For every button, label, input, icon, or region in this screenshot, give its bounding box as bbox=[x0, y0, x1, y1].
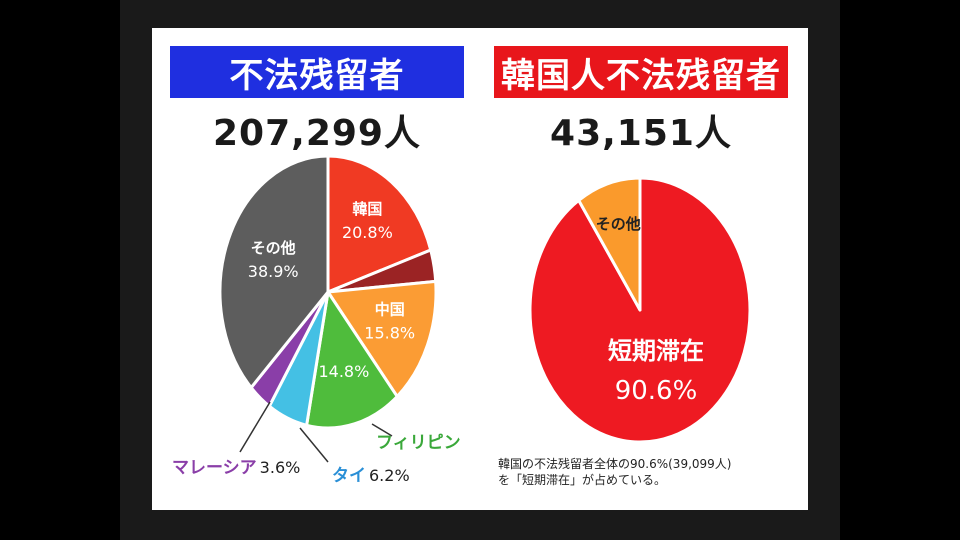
right-slice-1-label: その他 bbox=[596, 215, 641, 233]
label-thailand-value: 6.2% bbox=[369, 466, 410, 485]
leader-philippines bbox=[371, 423, 393, 437]
left-slice-6 bbox=[218, 154, 330, 390]
left-chart-total: 207,299人 bbox=[213, 113, 421, 154]
left-slice-3 bbox=[305, 290, 399, 430]
footnote-line-1: 韓国の不法残留者全体の90.6%(39,099人) bbox=[498, 457, 732, 471]
leader-thailand bbox=[299, 427, 329, 463]
right-chart-total: 43,151人 bbox=[550, 113, 732, 154]
left-pie: 韓国 20.8% 中国 15.8% 14.8% その他 38.9% bbox=[218, 154, 438, 430]
left-slice-2 bbox=[326, 279, 438, 398]
right-chart-title: 韓国人不法残留者 bbox=[494, 46, 788, 98]
leader-malaysia bbox=[239, 401, 271, 453]
label-philippines: フィリピン bbox=[376, 428, 461, 453]
footnote: 韓国の不法残留者全体の90.6%(39,099人) を「短期滞在」が占めている。 bbox=[498, 456, 798, 488]
right-slice-1 bbox=[577, 176, 642, 312]
label-thailand: タイ 6.2% bbox=[332, 461, 410, 486]
left-slice-6-label: その他 bbox=[251, 239, 296, 257]
label-malaysia: マレーシア 3.6% bbox=[172, 453, 300, 478]
left-slice-0 bbox=[326, 154, 433, 294]
label-philippines-name: フィリピン bbox=[376, 433, 461, 453]
right-slice-0-value: 90.6% bbox=[615, 376, 698, 406]
left-slice-2-label: 中国 bbox=[375, 301, 405, 319]
left-chart-title: 不法残留者 bbox=[170, 46, 464, 98]
label-malaysia-value: 3.6% bbox=[259, 458, 301, 477]
left-slice-2-value: 15.8% bbox=[364, 324, 415, 343]
left-slice-6-value: 38.9% bbox=[248, 262, 299, 281]
left-slice-0-value: 20.8% bbox=[342, 223, 393, 242]
right-slice-0-label: 短期滞在 bbox=[608, 337, 704, 365]
label-thailand-name: タイ bbox=[332, 466, 366, 486]
left-slice-0-label: 韓国 bbox=[352, 200, 382, 218]
footnote-line-2: を「短期滞在」が占めている。 bbox=[498, 473, 667, 487]
left-slice-3-value: 14.8% bbox=[318, 362, 369, 381]
right-pie: 短期滞在 90.6% その他 bbox=[528, 176, 752, 444]
label-malaysia-name: マレーシア bbox=[172, 458, 257, 478]
